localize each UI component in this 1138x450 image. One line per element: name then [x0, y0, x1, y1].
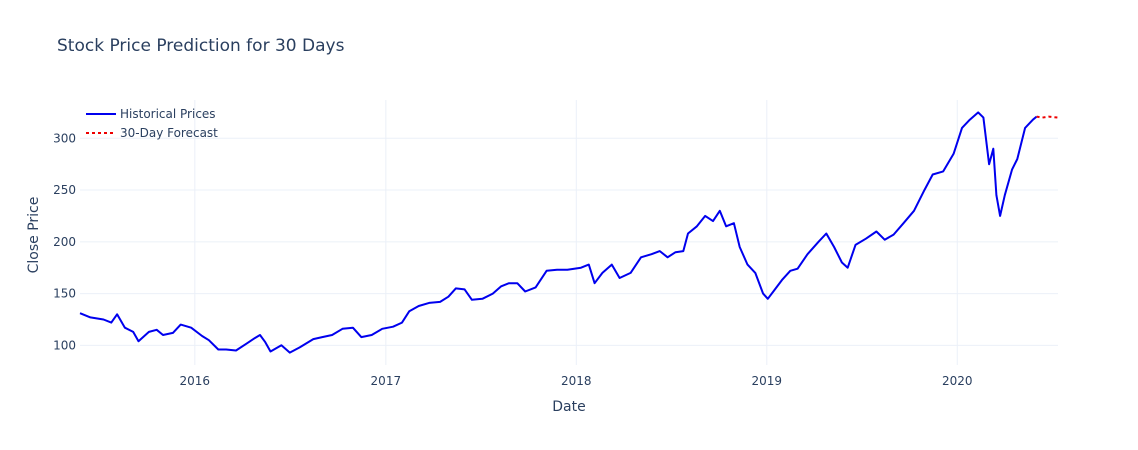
series-layer	[79, 111, 1059, 354]
legend-item-forecast[interactable]: 30-Day Forecast	[86, 126, 218, 140]
chart-title: Stock Price Prediction for 30 Days	[57, 36, 345, 56]
x-tick-label: 2019	[752, 374, 783, 388]
x-tick-label: 2016	[180, 374, 211, 388]
legend-item-historical[interactable]: Historical Prices	[86, 107, 216, 121]
legend-label-forecast: 30-Day Forecast	[120, 126, 218, 140]
forecast-line	[1036, 115, 1059, 119]
x-axis-label: Date	[552, 399, 585, 415]
y-tick-label: 100	[53, 338, 76, 352]
legend[interactable]: Historical Prices 30-Day Forecast	[86, 107, 218, 140]
x-tick-label: 2020	[942, 374, 973, 388]
x-tick-label: 2017	[371, 374, 402, 388]
historical-prices-line	[79, 111, 1038, 354]
y-tick-label: 250	[53, 183, 76, 197]
legend-label-historical: Historical Prices	[120, 107, 216, 121]
y-axis-label: Close Price	[26, 197, 42, 274]
x-tick-label: 2018	[561, 374, 592, 388]
y-tick-label: 200	[53, 235, 76, 249]
y-tick-label: 150	[53, 287, 76, 301]
tick-layer: 100 150 200 250 300 2016 2017 2018 2019 2020	[53, 131, 972, 388]
y-tick-label: 300	[53, 131, 76, 145]
